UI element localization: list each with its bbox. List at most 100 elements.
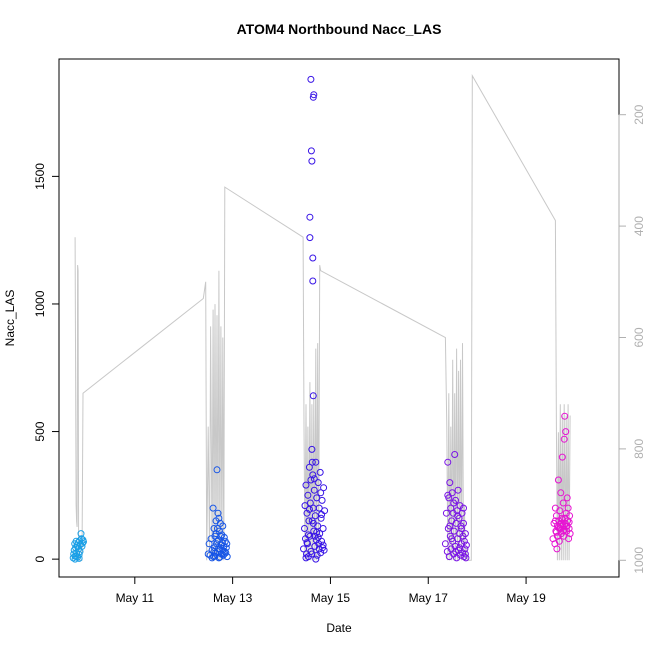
series-3 bbox=[441, 451, 470, 562]
y-right-tick-label: 800 bbox=[632, 439, 646, 459]
data-point bbox=[307, 75, 315, 83]
data-point bbox=[208, 554, 216, 562]
data-point bbox=[312, 555, 320, 563]
data-point bbox=[78, 542, 86, 550]
series-0 bbox=[69, 530, 87, 563]
series-1 bbox=[204, 466, 231, 562]
data-point bbox=[305, 463, 313, 471]
data-point bbox=[556, 507, 564, 515]
x-tick-label: May 11 bbox=[116, 591, 155, 605]
data-point bbox=[320, 546, 328, 554]
data-point bbox=[308, 445, 316, 453]
data-point bbox=[318, 537, 326, 545]
data-point bbox=[452, 548, 460, 555]
y-tick-label: 0 bbox=[33, 555, 47, 562]
y-tick-label: 500 bbox=[33, 421, 47, 441]
data-point bbox=[462, 541, 470, 549]
data-point bbox=[566, 530, 574, 538]
data-point bbox=[213, 537, 221, 545]
data-point bbox=[300, 545, 307, 553]
data-point bbox=[446, 479, 454, 487]
y-axis: 0 500 1000 1500 bbox=[33, 163, 60, 562]
data-point bbox=[220, 550, 228, 558]
data-point bbox=[319, 525, 327, 532]
pressure-line bbox=[74, 73, 571, 561]
data-point bbox=[460, 504, 467, 512]
data-point bbox=[309, 392, 317, 400]
data-point bbox=[214, 525, 221, 532]
data-point bbox=[560, 435, 568, 443]
x-axis: May 11 May 13 May 15 May 17 May 19 bbox=[116, 576, 546, 605]
data-point bbox=[454, 486, 462, 494]
x-axis-label: Date bbox=[326, 621, 352, 635]
y-axis-label: Nacc_LAS bbox=[3, 290, 17, 347]
data-point bbox=[79, 539, 86, 547]
data-point bbox=[448, 535, 456, 543]
data-point bbox=[318, 511, 326, 518]
data-point bbox=[312, 458, 320, 466]
data-point bbox=[306, 532, 314, 540]
data-point bbox=[444, 491, 452, 499]
data-point bbox=[303, 539, 311, 547]
data-point bbox=[305, 505, 313, 513]
plot-frame bbox=[58, 58, 620, 578]
x-tick-label: May 15 bbox=[311, 591, 351, 605]
data-point bbox=[320, 484, 328, 492]
data-point bbox=[562, 428, 570, 436]
data-point bbox=[308, 517, 316, 525]
data-point bbox=[456, 544, 464, 552]
data-point bbox=[304, 531, 312, 539]
data-point bbox=[553, 545, 561, 553]
data-point bbox=[461, 545, 469, 553]
y-axis-right: 200 400 600 800 1000 bbox=[618, 104, 646, 574]
data-point bbox=[209, 504, 217, 512]
data-point bbox=[301, 525, 308, 532]
data-point bbox=[451, 451, 459, 458]
series-4 bbox=[549, 412, 574, 553]
x-tick-label: May 19 bbox=[506, 591, 546, 605]
data-point bbox=[551, 517, 559, 525]
data-point bbox=[458, 525, 465, 532]
data-point bbox=[307, 476, 315, 484]
data-point bbox=[319, 541, 327, 549]
chart-title: ATOM4 Northbound Nacc_LAS bbox=[237, 21, 442, 37]
data-point bbox=[311, 512, 319, 520]
data-point bbox=[462, 554, 470, 562]
data-point bbox=[314, 479, 322, 487]
data-point bbox=[77, 530, 85, 538]
data-point bbox=[553, 532, 561, 540]
x-tick-label: May 17 bbox=[409, 591, 449, 605]
data-point bbox=[309, 277, 317, 285]
data-point bbox=[309, 254, 317, 262]
data-point bbox=[213, 466, 221, 474]
data-point bbox=[306, 213, 314, 221]
data-point bbox=[301, 502, 309, 510]
data-point bbox=[318, 496, 326, 504]
data-point bbox=[219, 546, 227, 554]
data-point bbox=[554, 476, 562, 484]
y-tick-label: 1000 bbox=[33, 290, 47, 317]
data-point bbox=[302, 481, 310, 489]
x-tick-label: May 13 bbox=[213, 591, 253, 605]
data-point bbox=[302, 554, 310, 562]
data-points-layer bbox=[69, 75, 574, 563]
data-point bbox=[313, 528, 321, 536]
data-point bbox=[559, 499, 567, 507]
data-point bbox=[316, 468, 324, 476]
data-point bbox=[303, 509, 311, 517]
data-point bbox=[442, 509, 450, 517]
data-point bbox=[558, 516, 566, 524]
data-point bbox=[315, 504, 323, 512]
data-point bbox=[80, 538, 87, 546]
data-point bbox=[446, 522, 454, 530]
y-right-tick-label: 600 bbox=[632, 327, 646, 347]
data-point bbox=[308, 157, 316, 165]
data-point bbox=[315, 545, 323, 553]
y-tick-label: 1500 bbox=[33, 163, 47, 190]
y-right-tick-label: 1000 bbox=[632, 547, 646, 574]
data-point bbox=[558, 453, 566, 461]
data-point bbox=[441, 540, 449, 548]
data-point bbox=[314, 533, 322, 541]
data-point bbox=[309, 93, 317, 101]
